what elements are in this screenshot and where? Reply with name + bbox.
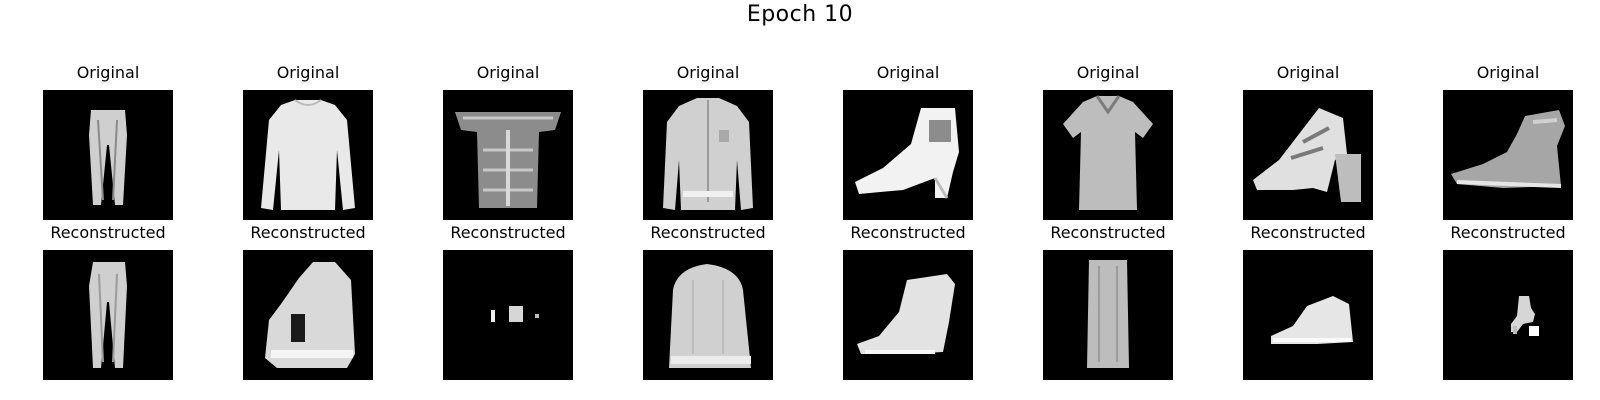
reconstructed-label-8: Reconstructed [1450, 223, 1566, 242]
original-image-2 [243, 90, 373, 220]
reconstructed-image-8 [1443, 250, 1573, 380]
original-label-8: Original [1476, 63, 1540, 82]
original-label-3: Original [476, 63, 540, 82]
reconstructed-label-4: Reconstructed [650, 223, 766, 242]
original-image-5 [843, 90, 973, 220]
reconstructed-image-3 [443, 250, 573, 380]
original-image-4 [643, 90, 773, 220]
original-image-8 [1443, 90, 1573, 220]
reconstructed-label-6: Reconstructed [1050, 223, 1166, 242]
reconstructed-label-2: Reconstructed [250, 223, 366, 242]
reconstructed-label-3: Reconstructed [450, 223, 566, 242]
reconstructed-image-7 [1243, 250, 1373, 380]
reconstructed-image-2 [243, 250, 373, 380]
figure-title: Epoch 10 [746, 2, 854, 27]
original-label-4: Original [676, 63, 740, 82]
reconstructed-label-5: Reconstructed [850, 223, 966, 242]
original-label-2: Original [276, 63, 340, 82]
reconstructed-image-6 [1043, 250, 1173, 380]
original-label-7: Original [1276, 63, 1340, 82]
reconstructed-image-5 [843, 250, 973, 380]
reconstructed-label-1: Reconstructed [50, 223, 166, 242]
reconstructed-label-7: Reconstructed [1250, 223, 1366, 242]
original-image-6 [1043, 90, 1173, 220]
original-label-1: Original [76, 63, 140, 82]
reconstructed-image-4 [643, 250, 773, 380]
original-label-6: Original [1076, 63, 1140, 82]
reconstructed-image-1 [43, 250, 173, 380]
original-image-7 [1243, 90, 1373, 220]
original-image-3 [443, 90, 573, 220]
original-image-1 [43, 90, 173, 220]
original-label-5: Original [876, 63, 940, 82]
